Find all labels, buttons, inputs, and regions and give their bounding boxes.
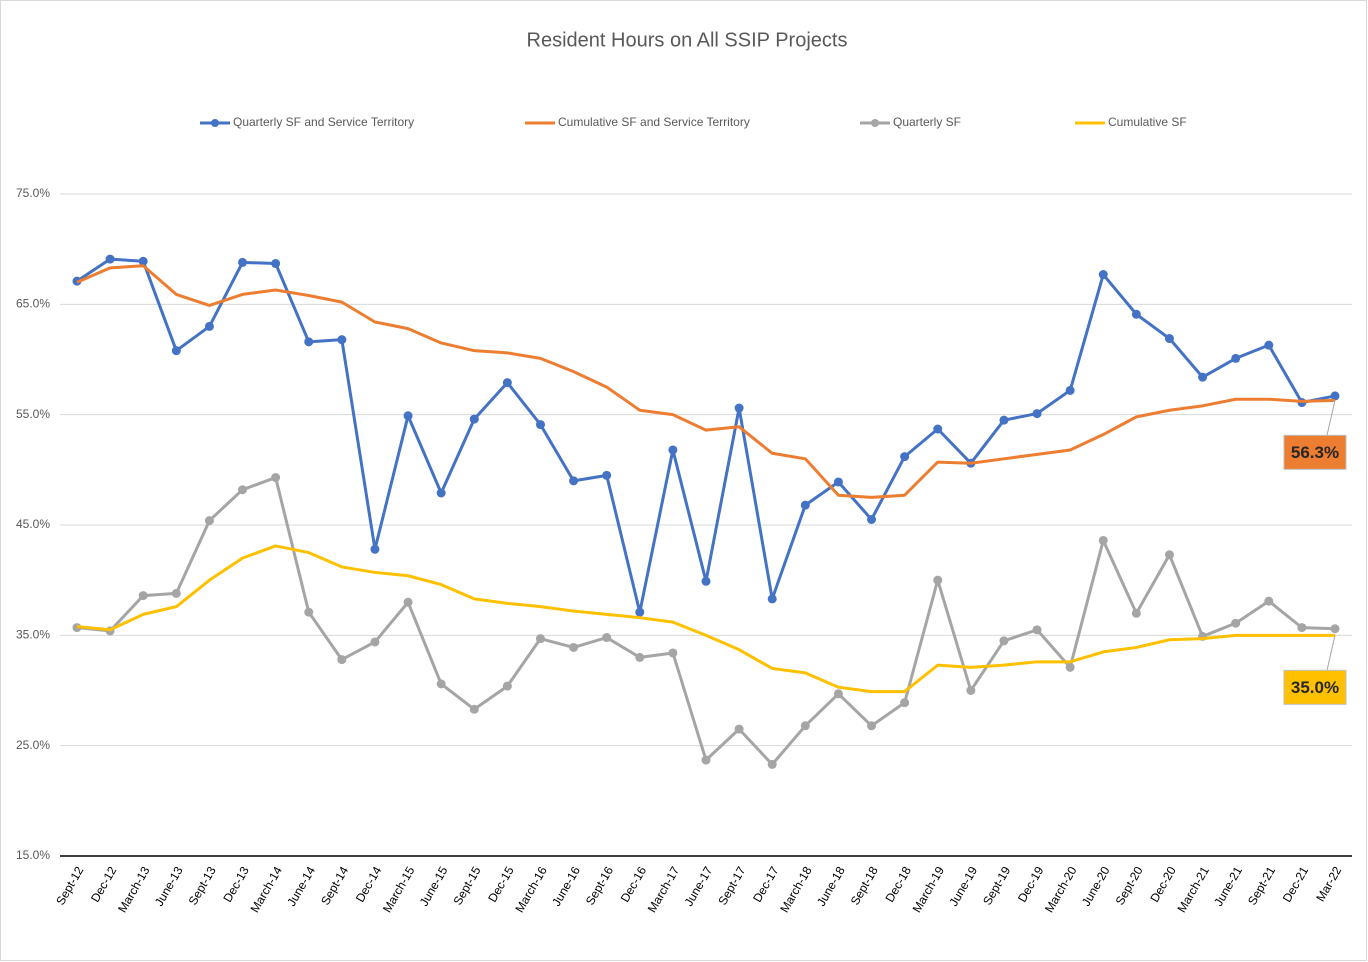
data-point bbox=[469, 414, 479, 424]
data-point bbox=[800, 721, 810, 731]
data-point bbox=[767, 594, 777, 604]
data-point bbox=[933, 424, 943, 434]
data-point bbox=[370, 544, 380, 554]
leader-line bbox=[1326, 400, 1336, 436]
data-point bbox=[436, 488, 446, 498]
data-point bbox=[204, 516, 214, 526]
data-point bbox=[1065, 662, 1075, 672]
legend-marker bbox=[211, 119, 219, 127]
data-point bbox=[403, 411, 413, 421]
data-point bbox=[304, 607, 314, 617]
data-point bbox=[569, 642, 579, 652]
data-point bbox=[1098, 270, 1108, 280]
data-point bbox=[833, 689, 843, 699]
data-point bbox=[502, 378, 512, 388]
data-point bbox=[436, 679, 446, 689]
chart-title: Resident Hours on All SSIP Projects bbox=[527, 29, 848, 51]
data-point bbox=[1065, 385, 1075, 395]
data-point bbox=[138, 256, 148, 266]
data-point bbox=[1330, 624, 1340, 634]
data-point bbox=[999, 415, 1009, 425]
data-point bbox=[238, 257, 248, 267]
y-tick-label: 25.0% bbox=[16, 738, 50, 752]
data-point bbox=[138, 591, 148, 601]
data-point bbox=[1131, 309, 1141, 319]
data-point bbox=[1032, 625, 1042, 635]
data-point bbox=[1231, 353, 1241, 363]
data-point bbox=[1131, 608, 1141, 618]
data-point bbox=[1198, 372, 1208, 382]
data-point bbox=[1330, 391, 1340, 401]
data-point bbox=[635, 607, 645, 617]
data-point bbox=[602, 470, 612, 480]
data-point bbox=[304, 337, 314, 347]
data-point bbox=[1264, 340, 1274, 350]
data-point bbox=[370, 637, 380, 647]
data-point bbox=[867, 514, 877, 524]
data-point bbox=[337, 655, 347, 665]
series-line bbox=[76, 264, 1336, 499]
data-point bbox=[1231, 618, 1241, 628]
data-point bbox=[171, 588, 181, 598]
value-label-box bbox=[1283, 669, 1347, 705]
data-point bbox=[668, 648, 678, 658]
data-point bbox=[999, 636, 1009, 646]
data-point bbox=[701, 755, 711, 765]
data-point bbox=[502, 681, 512, 691]
leader-line bbox=[1326, 635, 1336, 671]
value-label: 56.3% bbox=[1291, 443, 1339, 462]
data-point bbox=[337, 335, 347, 345]
data-point bbox=[1297, 623, 1307, 633]
data-point bbox=[668, 445, 678, 455]
data-point bbox=[105, 254, 115, 264]
data-point bbox=[734, 724, 744, 734]
data-point bbox=[635, 652, 645, 662]
data-point bbox=[535, 634, 545, 644]
data-point bbox=[171, 346, 181, 356]
data-point bbox=[1032, 409, 1042, 419]
y-tick-label: 75.0% bbox=[16, 186, 50, 200]
legend-label: Quarterly SF and Service Territory bbox=[233, 115, 414, 129]
data-point bbox=[833, 477, 843, 487]
data-point bbox=[800, 500, 810, 510]
legend-label: Quarterly SF bbox=[893, 115, 961, 129]
data-point bbox=[1098, 535, 1108, 545]
y-tick-label: 65.0% bbox=[16, 297, 50, 311]
y-tick-label: 55.0% bbox=[16, 407, 50, 421]
data-point bbox=[867, 721, 877, 731]
data-point bbox=[271, 473, 281, 483]
data-point bbox=[1164, 334, 1174, 344]
data-point bbox=[767, 759, 777, 769]
data-point bbox=[966, 686, 976, 695]
data-point bbox=[535, 420, 545, 430]
legend-marker bbox=[871, 119, 879, 127]
data-point bbox=[204, 321, 214, 331]
data-point bbox=[900, 452, 910, 462]
y-tick-label: 15.0% bbox=[16, 848, 50, 862]
data-point bbox=[900, 698, 910, 708]
data-point bbox=[569, 476, 579, 486]
data-point bbox=[1264, 596, 1274, 606]
data-point bbox=[403, 597, 413, 607]
data-point bbox=[933, 575, 943, 585]
y-tick-label: 45.0% bbox=[16, 517, 50, 531]
y-tick-label: 35.0% bbox=[16, 628, 50, 642]
data-point bbox=[734, 403, 744, 413]
value-label-box bbox=[1283, 434, 1347, 470]
value-label: 35.0% bbox=[1291, 678, 1339, 697]
data-point bbox=[1164, 550, 1174, 560]
legend-label: Cumulative SF bbox=[1108, 115, 1187, 129]
data-point bbox=[469, 704, 479, 714]
data-point bbox=[271, 259, 281, 269]
legend-label: Cumulative SF and Service Territory bbox=[558, 115, 750, 129]
series-line bbox=[76, 544, 1335, 694]
data-point bbox=[602, 633, 612, 643]
data-point bbox=[701, 576, 711, 586]
data-point bbox=[238, 485, 248, 495]
